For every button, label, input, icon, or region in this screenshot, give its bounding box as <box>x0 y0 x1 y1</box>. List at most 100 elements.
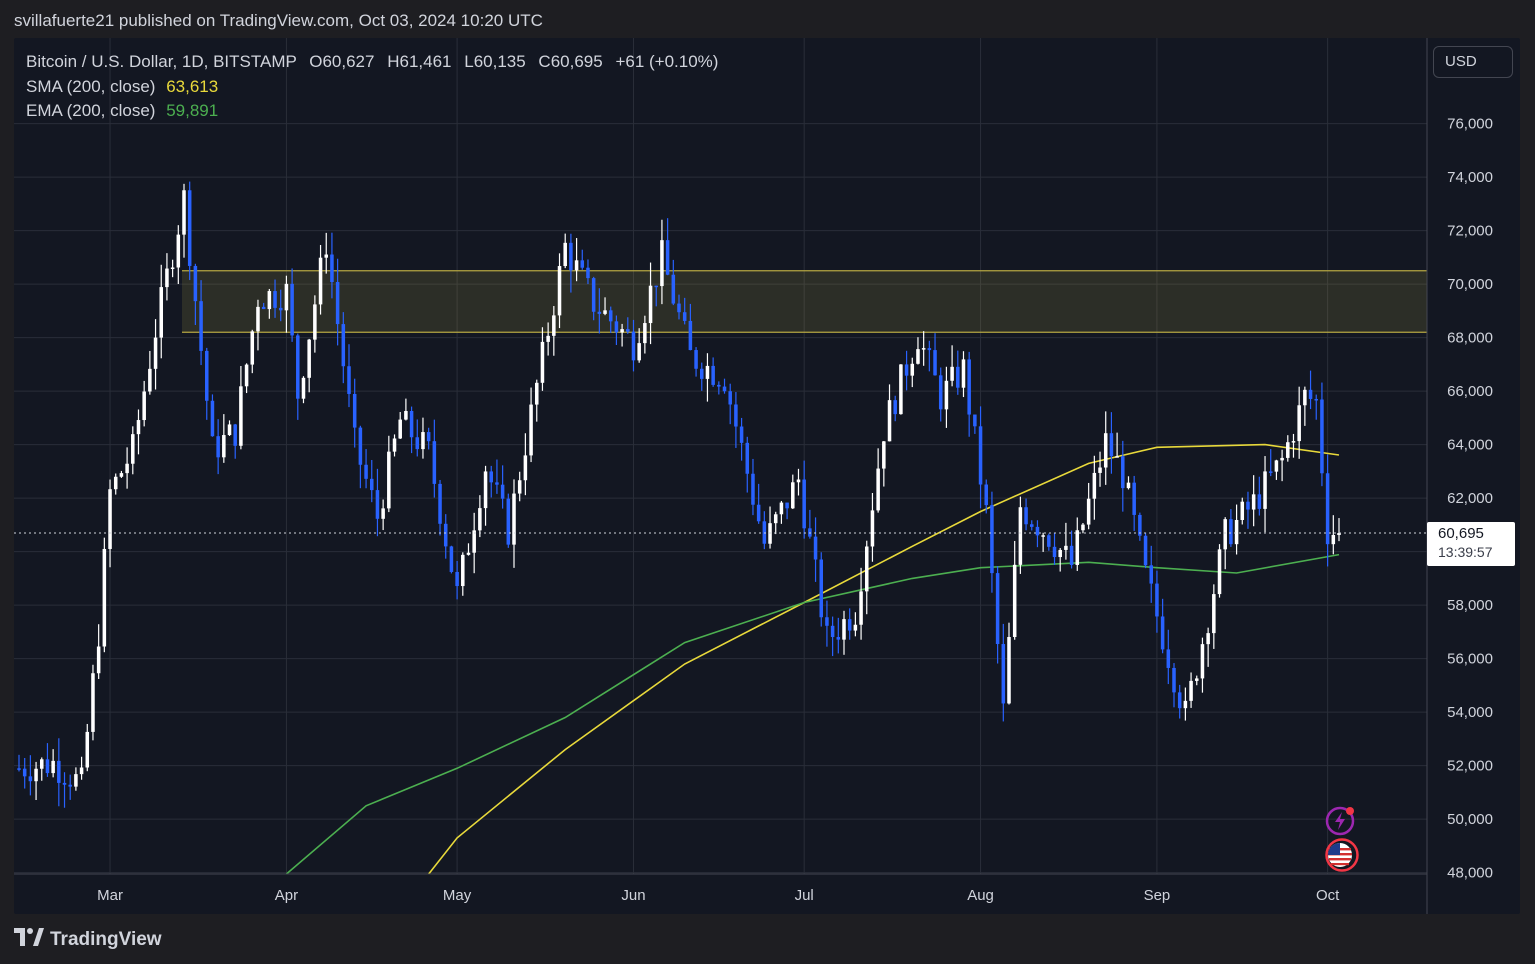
legend-ema-label: EMA (200, close) <box>26 101 156 120</box>
candle-body <box>825 617 829 626</box>
candle-body <box>222 435 226 458</box>
footer-brand[interactable]: TradingView <box>14 928 162 952</box>
currency-button[interactable]: USD <box>1433 46 1513 78</box>
legend-close: C60,695 <box>538 52 603 71</box>
candle-body <box>1212 594 1216 634</box>
candle-body <box>409 410 414 438</box>
lightning-icon[interactable] <box>1325 806 1355 836</box>
legend-sma-row[interactable]: SMA (200, close) 63,613 <box>26 75 718 100</box>
x-tick-label: Mar <box>97 887 123 904</box>
candle-body <box>995 573 1000 645</box>
candle-body <box>483 471 488 509</box>
moving-averages-layer <box>285 443 1340 875</box>
candle-body <box>1183 700 1188 709</box>
candle-body <box>734 404 738 427</box>
candle-body <box>301 377 306 399</box>
candle-body <box>961 359 966 388</box>
candle-body <box>791 482 795 509</box>
candle-body <box>472 530 476 553</box>
legend-ema-row[interactable]: EMA (200, close) 59,891 <box>26 99 718 124</box>
us-flag-icon[interactable] <box>1323 838 1361 872</box>
candle-body <box>1018 507 1023 565</box>
candle-body <box>96 646 101 674</box>
legend-symbol[interactable]: Bitcoin / U.S. Dollar, 1D, BITSTAMP <box>26 52 297 71</box>
candle-body <box>256 306 260 332</box>
candle-body <box>415 437 420 450</box>
candle-body <box>62 782 67 785</box>
candle-body <box>745 442 750 474</box>
candle-body <box>244 364 249 387</box>
candle-body <box>603 310 607 314</box>
candle-body <box>569 242 573 271</box>
candle-body <box>580 260 585 268</box>
candle-body <box>199 301 203 351</box>
candle-body <box>933 350 937 376</box>
footer-brand-label: TradingView <box>50 929 162 950</box>
candle-body <box>239 386 243 446</box>
candle-body <box>597 311 602 314</box>
candle-body <box>102 548 107 647</box>
candle-body <box>91 673 95 732</box>
candle-body <box>381 508 385 519</box>
candle-body <box>1007 636 1011 704</box>
candle-body <box>28 776 33 782</box>
candle-body <box>352 393 357 428</box>
candle-body <box>148 368 152 392</box>
candle-body <box>608 310 613 322</box>
candle-body <box>1058 549 1062 558</box>
candle-body <box>204 350 209 401</box>
candle-body <box>1047 535 1051 547</box>
candle-body <box>563 242 567 267</box>
candle-body <box>369 478 374 491</box>
x-tick-label: Oct <box>1316 887 1340 904</box>
candle-body <box>335 282 340 325</box>
grid-layer <box>14 38 1427 874</box>
candle-body <box>125 463 129 474</box>
candle-body <box>756 504 761 522</box>
x-tick-label: Sep <box>1144 887 1171 904</box>
candle-body <box>1257 494 1262 509</box>
candle-body <box>108 489 112 549</box>
sma-200-line <box>428 443 1340 875</box>
candle-body <box>1109 433 1114 457</box>
candle-body <box>614 321 619 333</box>
candle-body <box>938 375 943 410</box>
candle-body <box>39 759 44 769</box>
candle-body <box>819 559 824 618</box>
candle-body <box>1064 545 1068 550</box>
candle-body <box>1200 644 1205 679</box>
candle-body <box>631 331 636 361</box>
candle-body <box>921 348 926 350</box>
candle-body <box>1126 482 1131 489</box>
candle-body <box>261 306 266 310</box>
candle-body <box>330 254 334 283</box>
candle-body <box>182 190 186 235</box>
candle-body <box>51 760 55 774</box>
candle-body <box>495 482 499 485</box>
candle-body <box>1325 473 1330 545</box>
candle-body <box>478 508 482 531</box>
candle-body <box>552 315 556 336</box>
candle-body <box>1035 526 1040 536</box>
x-tick-label: Jul <box>795 887 814 904</box>
candle-body <box>728 391 732 405</box>
chart-frame[interactable] <box>14 38 1520 914</box>
resistance-zone-layer <box>182 270 1427 333</box>
candle-body <box>591 278 596 312</box>
legend-open: O60,627 <box>309 52 375 71</box>
candle-body <box>404 410 408 420</box>
candle-body <box>466 552 471 555</box>
candle-body <box>853 624 858 631</box>
candle-body <box>1223 519 1227 550</box>
legend-change: +61 (+0.10%) <box>615 52 719 71</box>
candle-body <box>119 473 124 477</box>
candle-body <box>170 267 175 269</box>
candle-body <box>79 767 84 775</box>
candle-body <box>1234 519 1239 545</box>
candle-body <box>1303 389 1307 406</box>
candle-body <box>455 571 459 587</box>
candle-body <box>1177 692 1182 709</box>
candle-body <box>1001 644 1006 704</box>
